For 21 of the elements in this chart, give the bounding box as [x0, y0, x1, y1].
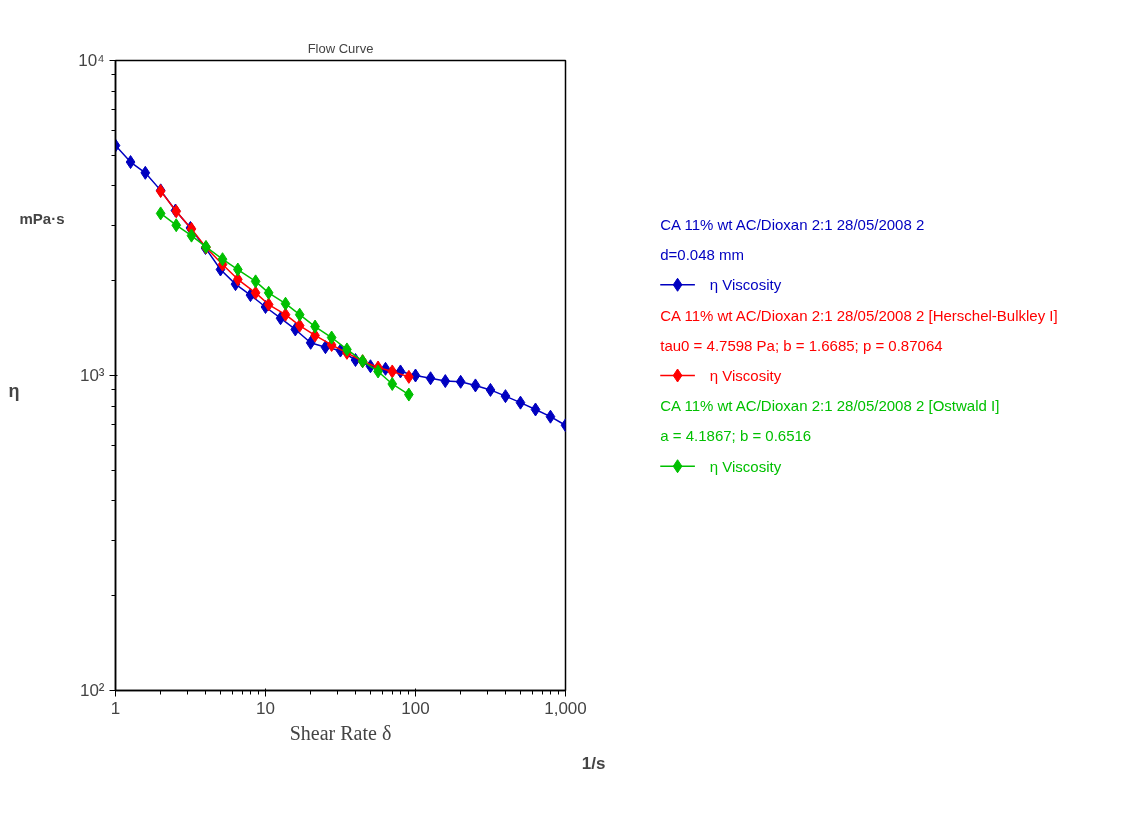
x-tick-label: 1: [110, 698, 121, 718]
y-tick-label: 10³: [79, 366, 105, 385]
legend-label: η Viscosity: [709, 276, 782, 294]
y-tick-label: 10⁴: [78, 51, 105, 70]
text: d=0.048 mm: [660, 246, 745, 264]
text: CA 11% wt AC/Dioxan 2:1 28/05/2008 2 [Herschel-Bulkley I]: [660, 306, 1058, 324]
y-axis-title: η: [8, 380, 20, 401]
legend-label: η Viscosity: [709, 457, 782, 475]
text: tau0 = 4.7598 Pa; b = 1.6685; p = 0.87064: [660, 336, 943, 354]
chart-title: Flow Curve: [307, 40, 374, 56]
x-tick-label: 10: [256, 698, 275, 718]
y-tick-label: 10²: [79, 681, 105, 700]
x-tick-label: 100: [401, 698, 430, 718]
x-tick-label: 1,000: [544, 698, 587, 718]
x-axis-title: Shear Rate δ: [289, 721, 392, 744]
text: CA 11% wt AC/Dioxan 2:1 28/05/2008 2 [Ostwald I]: [660, 397, 1000, 415]
text: CA 11% wt AC/Dioxan 2:1 28/05/2008 2: [660, 215, 925, 233]
text: 1/s: [581, 753, 606, 773]
legend-label: η Viscosity: [709, 367, 782, 384]
text: a = 4.1867; b = 0.6516: [660, 427, 812, 445]
text: mPa·s: [19, 210, 65, 227]
